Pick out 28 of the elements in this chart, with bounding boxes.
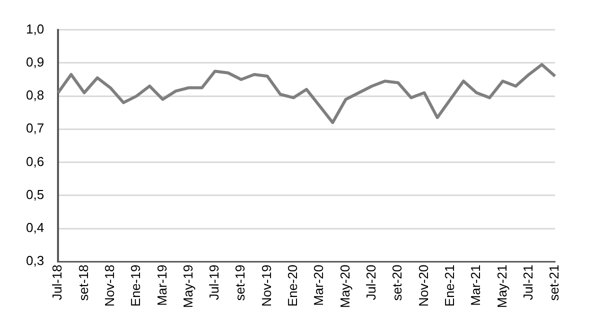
x-tick-label: May-20: [337, 264, 352, 308]
x-tick-label: Nov-20: [416, 264, 431, 307]
y-tick-label: 0,7: [26, 120, 44, 136]
x-tick-label: Nov-18: [102, 264, 117, 307]
x-tick-label: Jul-20: [364, 264, 378, 300]
y-tick-label: 0,6: [26, 154, 44, 169]
x-tick-label: Ene-20: [285, 264, 300, 307]
y-tick-label: 0,5: [26, 186, 44, 202]
y-tick-label: 0,3: [26, 253, 44, 268]
x-tick-label: set-21: [546, 264, 562, 301]
y-tick-label: 0,9: [26, 54, 44, 70]
x-tick-label: Jul-19: [206, 264, 222, 300]
x-tick-label: Jul-18: [50, 264, 65, 300]
x-tick-label: Jul-21: [520, 264, 536, 300]
x-tick-label: Mar-21: [468, 264, 484, 306]
y-tick-label: 0,8: [26, 88, 44, 103]
x-tick-label: May-21: [494, 264, 510, 308]
x-tick-label: set-20: [390, 264, 405, 301]
x-tick-label: set-19: [232, 264, 248, 301]
x-tick-label: Ene-21: [442, 264, 457, 307]
y-tick-label: 0,4: [26, 220, 44, 236]
x-tick-label: set-18: [76, 264, 91, 301]
x-tick-label: May-19: [180, 264, 196, 308]
x-tick-label: Nov-19: [258, 264, 274, 307]
x-tick-label: Mar-20: [311, 264, 326, 306]
x-tick-label: Ene-19: [128, 264, 144, 307]
y-tick-label: 1,0: [26, 21, 44, 36]
x-tick-label: Mar-19: [154, 264, 170, 306]
